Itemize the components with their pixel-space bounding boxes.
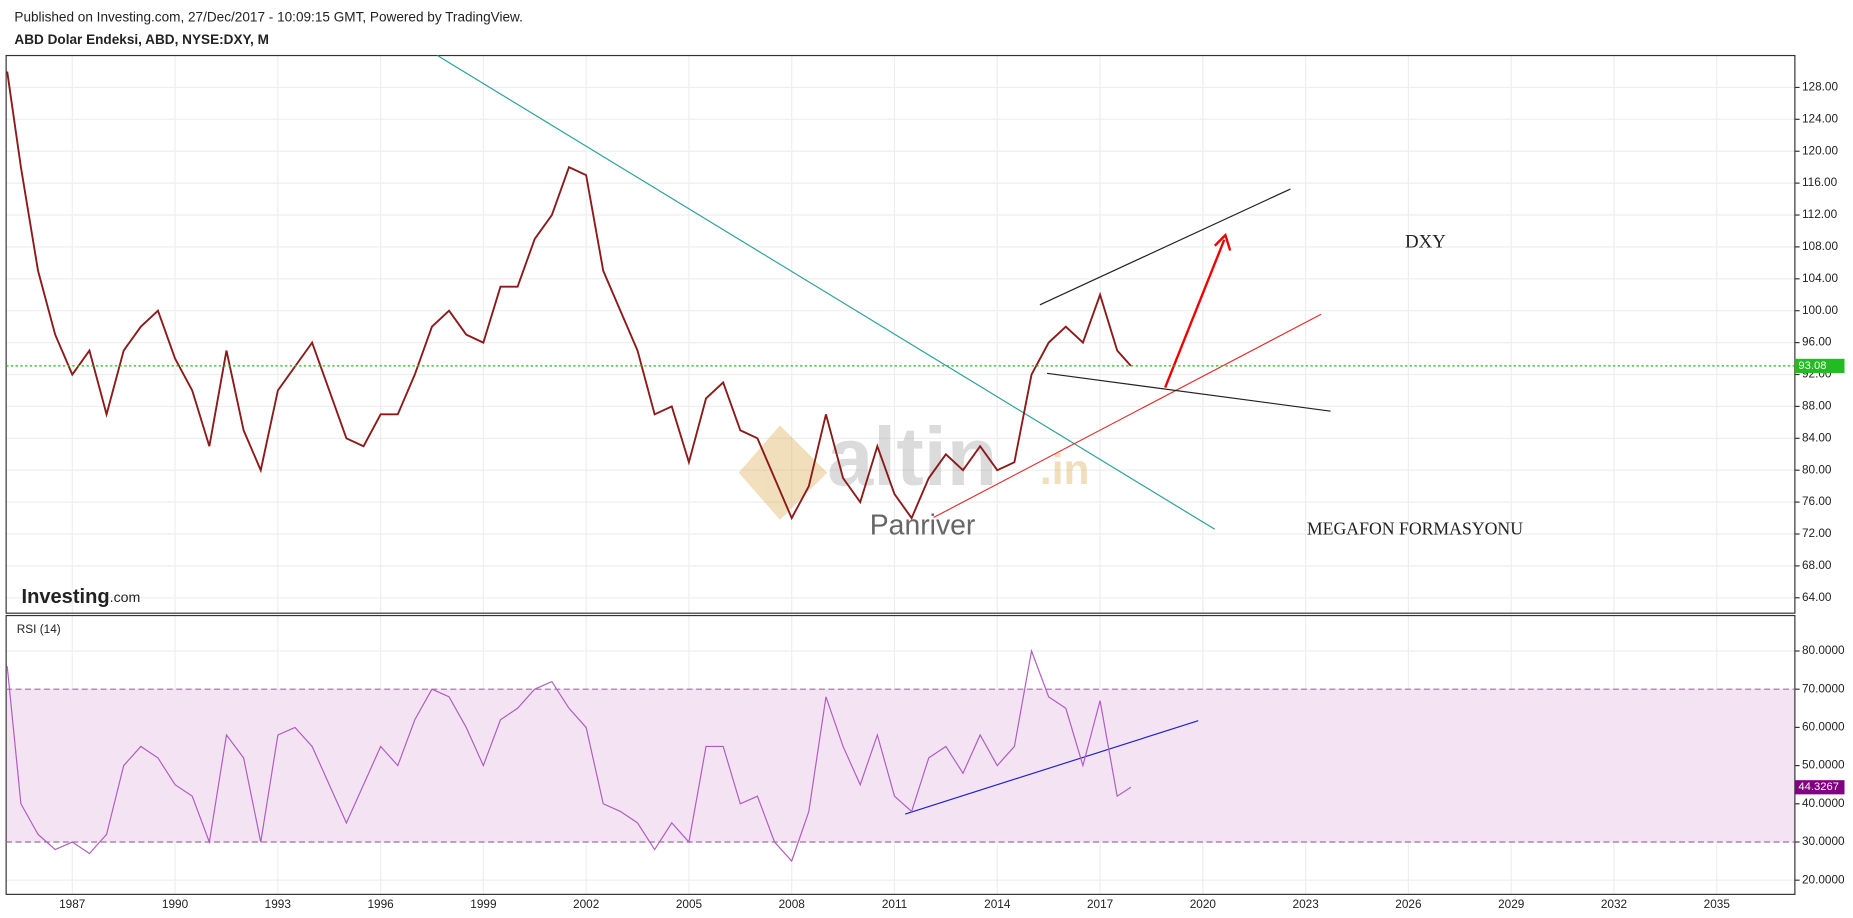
x-tick-label: 2029 [1498, 897, 1524, 911]
trend-line [437, 55, 1216, 530]
rsi-title: RSI (14) [17, 622, 61, 636]
x-tick-label: 2005 [676, 897, 703, 911]
x-tick-label: 2020 [1190, 897, 1217, 911]
last-value-label: 93.08 [1798, 360, 1826, 372]
price-line [6, 648, 1132, 863]
y-tick-label: 40.0000 [1802, 796, 1845, 810]
x-tick-label: 1987 [59, 897, 85, 911]
trend-line [905, 720, 1199, 815]
y-tick-label: 112.00 [1802, 207, 1838, 221]
y-tick-label: 80.0000 [1802, 643, 1845, 657]
publish-line: Published on Investing.com, 27/Dec/2017 … [14, 9, 522, 24]
last-value-box [1794, 358, 1845, 373]
last-value-label: 44.3267 [1798, 781, 1839, 793]
annotation: DXY [1405, 232, 1446, 253]
chart-title: ABD Dolar Endeksi, ABD, NYSE:DXY, M [14, 32, 269, 47]
y-tick-label: 100.00 [1802, 303, 1839, 317]
trend-line [1039, 188, 1291, 306]
annotation: Panriver [870, 509, 976, 541]
arrow [1164, 239, 1226, 388]
arrow-head [1213, 232, 1232, 251]
watermark-text: altin [827, 410, 997, 503]
rsi-band [6, 689, 1795, 842]
x-tick-label: 2002 [573, 897, 599, 911]
logo: Investing.com [21, 586, 140, 608]
y-tick-label: 128.00 [1802, 80, 1839, 94]
logo-suffix: .com [110, 590, 141, 606]
watermark: altin .in [738, 410, 1090, 520]
last-value-box [1794, 780, 1845, 795]
y-tick-label: 76.00 [1802, 494, 1832, 508]
x-tick-label: 2017 [1087, 897, 1113, 911]
y-tick-label: 50.0000 [1802, 758, 1845, 772]
x-tick-label: 2032 [1601, 897, 1627, 911]
logo-main: Investing [21, 586, 109, 608]
y-tick-label: 20.0000 [1802, 872, 1845, 886]
y-tick-label: 30.0000 [1802, 834, 1845, 848]
y-tick-label: 60.0000 [1802, 720, 1845, 734]
y-tick-label: 116.00 [1802, 175, 1838, 189]
y-tick-label: 96.00 [1802, 335, 1832, 349]
watermark-icon [738, 425, 828, 520]
x-tick-label: 2014 [984, 897, 1011, 911]
rsi-frame [5, 614, 1796, 895]
y-tick-label: 72.00 [1802, 526, 1832, 540]
x-tick-label: 1993 [265, 897, 292, 911]
x-tick-label: 2026 [1395, 897, 1422, 911]
x-tick-label: 1999 [470, 897, 496, 911]
price-frame [5, 54, 1796, 614]
y-tick-label: 80.00 [1802, 462, 1832, 476]
trend-line [1046, 372, 1331, 412]
watermark-suffix: .in [1040, 446, 1090, 494]
y-tick-label: 70.0000 [1802, 681, 1845, 695]
y-tick-label: 68.00 [1802, 558, 1832, 572]
price-line [6, 71, 1132, 521]
x-tick-label: 2035 [1704, 897, 1731, 911]
y-tick-label: 108.00 [1802, 239, 1839, 253]
y-tick-label: 124.00 [1802, 111, 1839, 125]
y-tick-label: 104.00 [1802, 271, 1839, 285]
x-tick-label: 2011 [882, 897, 907, 911]
drawings [437, 55, 1331, 815]
y-tick-label: 84.00 [1802, 430, 1832, 444]
annotation: MEGAFON FORMASYONU [1307, 519, 1523, 539]
x-tick-label: 1996 [367, 897, 394, 911]
trend-line [933, 313, 1322, 519]
y-tick-label: 64.00 [1802, 590, 1832, 604]
x-tick-label: 1990 [162, 897, 189, 911]
y-tick-label: 120.00 [1802, 143, 1839, 157]
x-tick-label: 2008 [779, 897, 806, 911]
y-tick-label: 88.00 [1802, 399, 1832, 413]
x-tick-label: 2023 [1293, 897, 1320, 911]
